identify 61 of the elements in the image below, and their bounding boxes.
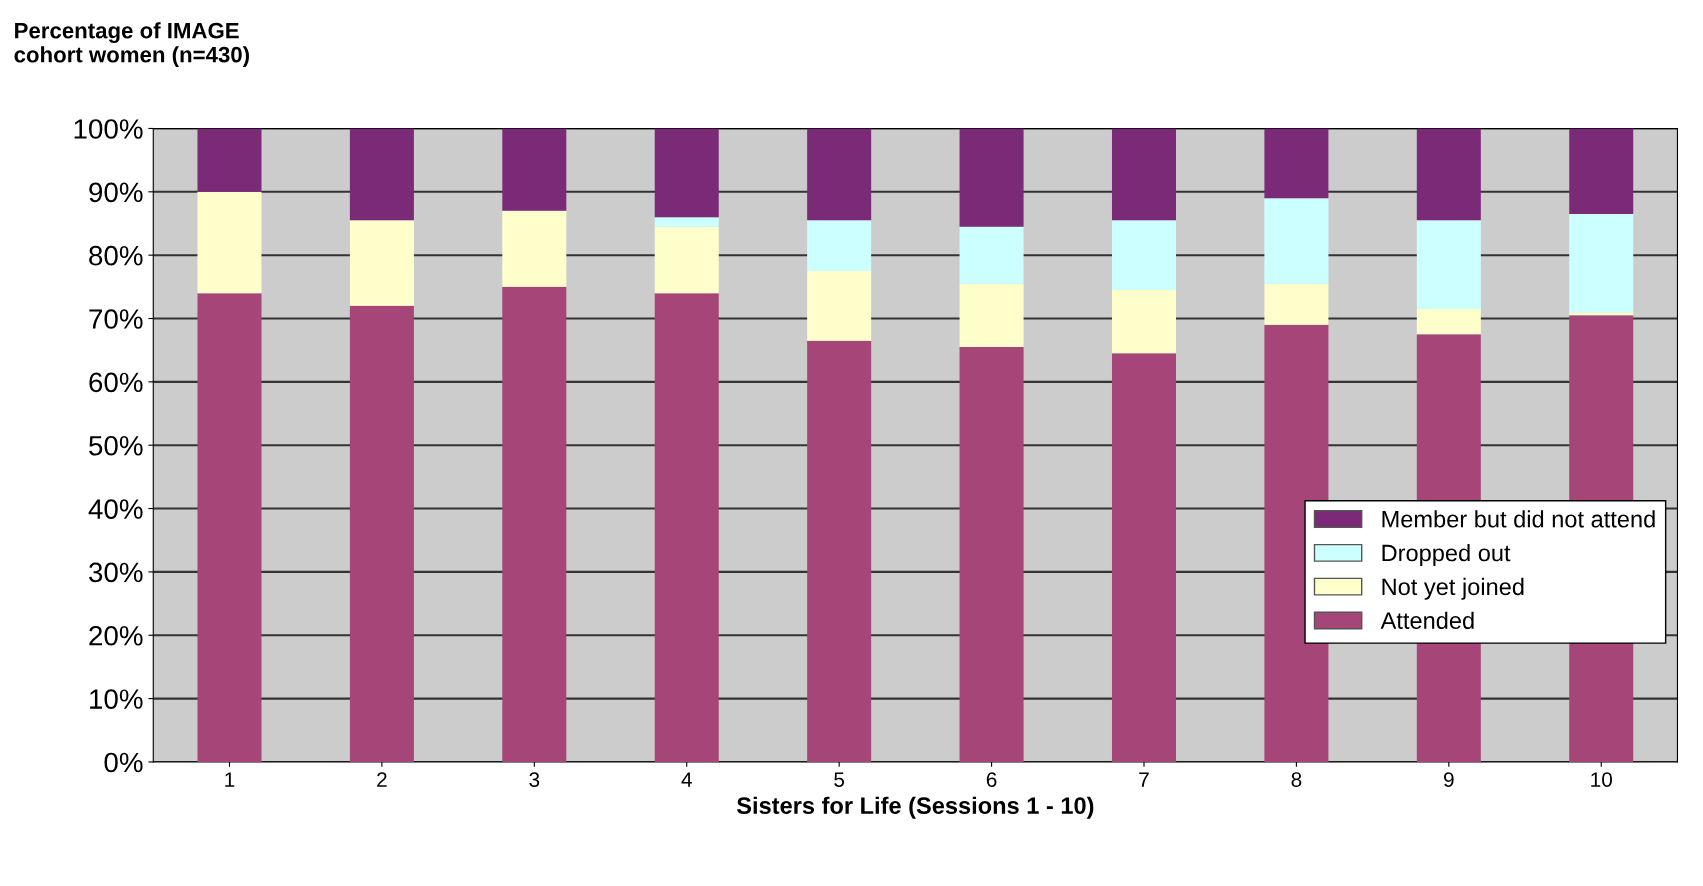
- x-tick-label: 5: [834, 772, 845, 787]
- x-tick-label: 4: [681, 772, 692, 787]
- bar: [1111, 128, 1176, 221]
- bar: [1569, 213, 1634, 313]
- bar: [502, 128, 567, 211]
- x-tick-label: 10: [1591, 772, 1613, 787]
- x-tick-label: 9: [1444, 772, 1454, 787]
- bar: [654, 217, 719, 227]
- bar: [654, 226, 719, 294]
- y-tick-label: 50%: [89, 435, 143, 456]
- bar: [654, 293, 719, 762]
- bar: [349, 220, 414, 306]
- bar: [349, 305, 414, 762]
- bar: [1569, 128, 1634, 214]
- x-tick-label: 6: [986, 772, 997, 787]
- bar: [807, 128, 872, 221]
- legend-label: Not yet joined: [1382, 577, 1524, 600]
- bar: [1264, 128, 1329, 199]
- x-tick-label: 8: [1291, 772, 1302, 787]
- bar: [502, 286, 567, 762]
- y-tick-label: 60%: [89, 372, 143, 393]
- bar: [197, 293, 262, 762]
- bar: [959, 347, 1024, 762]
- y-tick-label: 70%: [89, 309, 143, 329]
- x-tick-label: 2: [377, 772, 387, 787]
- y-tick-label: 10%: [90, 689, 143, 709]
- bar: [959, 128, 1024, 227]
- bar: [349, 128, 414, 221]
- y-tick-label: 0%: [104, 752, 143, 773]
- bar: [1111, 290, 1176, 354]
- bar: [1264, 283, 1329, 325]
- bar: [197, 191, 262, 294]
- bar: [1111, 220, 1176, 291]
- bar: [654, 128, 719, 218]
- x-tick-label: 3: [529, 772, 540, 787]
- legend-label: Dropped out: [1382, 544, 1511, 567]
- bar: [1416, 220, 1481, 310]
- bar: [1416, 309, 1481, 335]
- y-tick-label: 80%: [89, 245, 143, 266]
- bar: [1416, 128, 1481, 221]
- bar: [807, 220, 872, 272]
- bar: [1264, 198, 1329, 284]
- bar: [502, 210, 567, 287]
- y-axis-title: Percentage of IMAGE cohort women (n=430): [14, 22, 249, 67]
- x-tick-label: 7: [1139, 772, 1149, 787]
- bar: [807, 271, 872, 341]
- legend-label: Attended: [1380, 611, 1474, 629]
- bar: [959, 226, 1024, 284]
- bar: [197, 128, 262, 192]
- x-axis-title: Sisters for Life (Sessions 1 - 10): [736, 796, 1094, 819]
- y-tick-label: 100%: [74, 119, 143, 139]
- y-tick-label: 40%: [88, 499, 143, 519]
- y-tick-label: 20%: [89, 625, 143, 646]
- y-tick-label: 30%: [89, 562, 143, 583]
- bar: [959, 283, 1024, 348]
- bar: [1569, 312, 1634, 316]
- y-tick-label: 90%: [89, 182, 143, 203]
- bar: [807, 340, 872, 762]
- legend-label: Member but did not attend: [1382, 510, 1655, 528]
- bar: [1111, 353, 1176, 762]
- x-tick-label: 1: [225, 772, 235, 787]
